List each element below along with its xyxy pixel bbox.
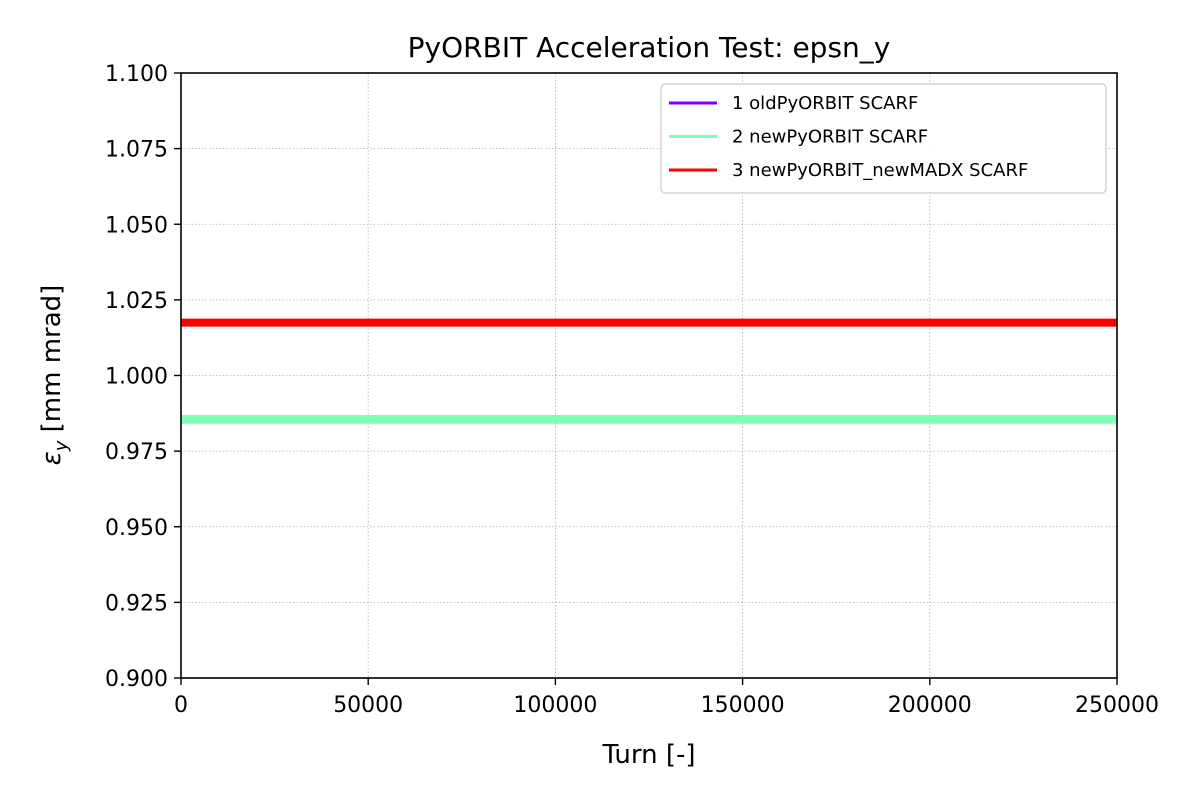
y-tick-label: 0.900 — [105, 667, 168, 692]
y-tick-label: 0.950 — [105, 516, 168, 541]
x-tick-label: 0 — [174, 693, 188, 718]
x-tick-label: 100000 — [513, 693, 597, 718]
legend-label-2: 2 newPyORBIT SCARF — [732, 127, 928, 148]
x-tick-label: 150000 — [701, 693, 785, 718]
y-tick-label: 0.925 — [105, 591, 168, 616]
x-tick-label: 250000 — [1075, 693, 1159, 718]
x-tick-label: 50000 — [333, 693, 403, 718]
y-tick-label: 1.025 — [105, 289, 168, 314]
data-series — [181, 318, 1117, 424]
legend-box — [660, 83, 1107, 194]
x-axis-label: Turn [-] — [601, 740, 695, 770]
y-tick-label: 1.050 — [105, 213, 168, 238]
chart-title: PyORBIT Acceleration Test: epsn_y — [408, 31, 891, 64]
y-tick-label: 1.100 — [105, 62, 168, 87]
y-axis-label-symbol: ε — [37, 451, 67, 465]
y-axis-label-subscript: y — [51, 440, 72, 452]
y-tick-label: 1.000 — [105, 365, 168, 390]
legend-label-1: 1 oldPyORBIT SCARF — [732, 93, 918, 114]
y-axis-label: εy [mm mrad] — [37, 285, 72, 466]
legend-label-3: 3 newPyORBIT_newMADX SCARF — [732, 160, 1028, 181]
x-axis-ticks: 0 50000 100000 150000 200000 250000 — [174, 678, 1159, 718]
y-tick-label: 0.975 — [105, 440, 168, 465]
y-axis-ticks: 0.900 0.925 0.950 0.975 1.000 1.025 1.050 1.075… — [105, 62, 181, 692]
x-tick-label: 200000 — [888, 693, 972, 718]
y-tick-label: 1.075 — [105, 138, 168, 163]
legend: 1 oldPyORBIT SCARF 2 newPyORBIT SCARF 3 ne… — [660, 83, 1107, 194]
y-axis-label-unit: [mm mrad] — [37, 285, 67, 441]
